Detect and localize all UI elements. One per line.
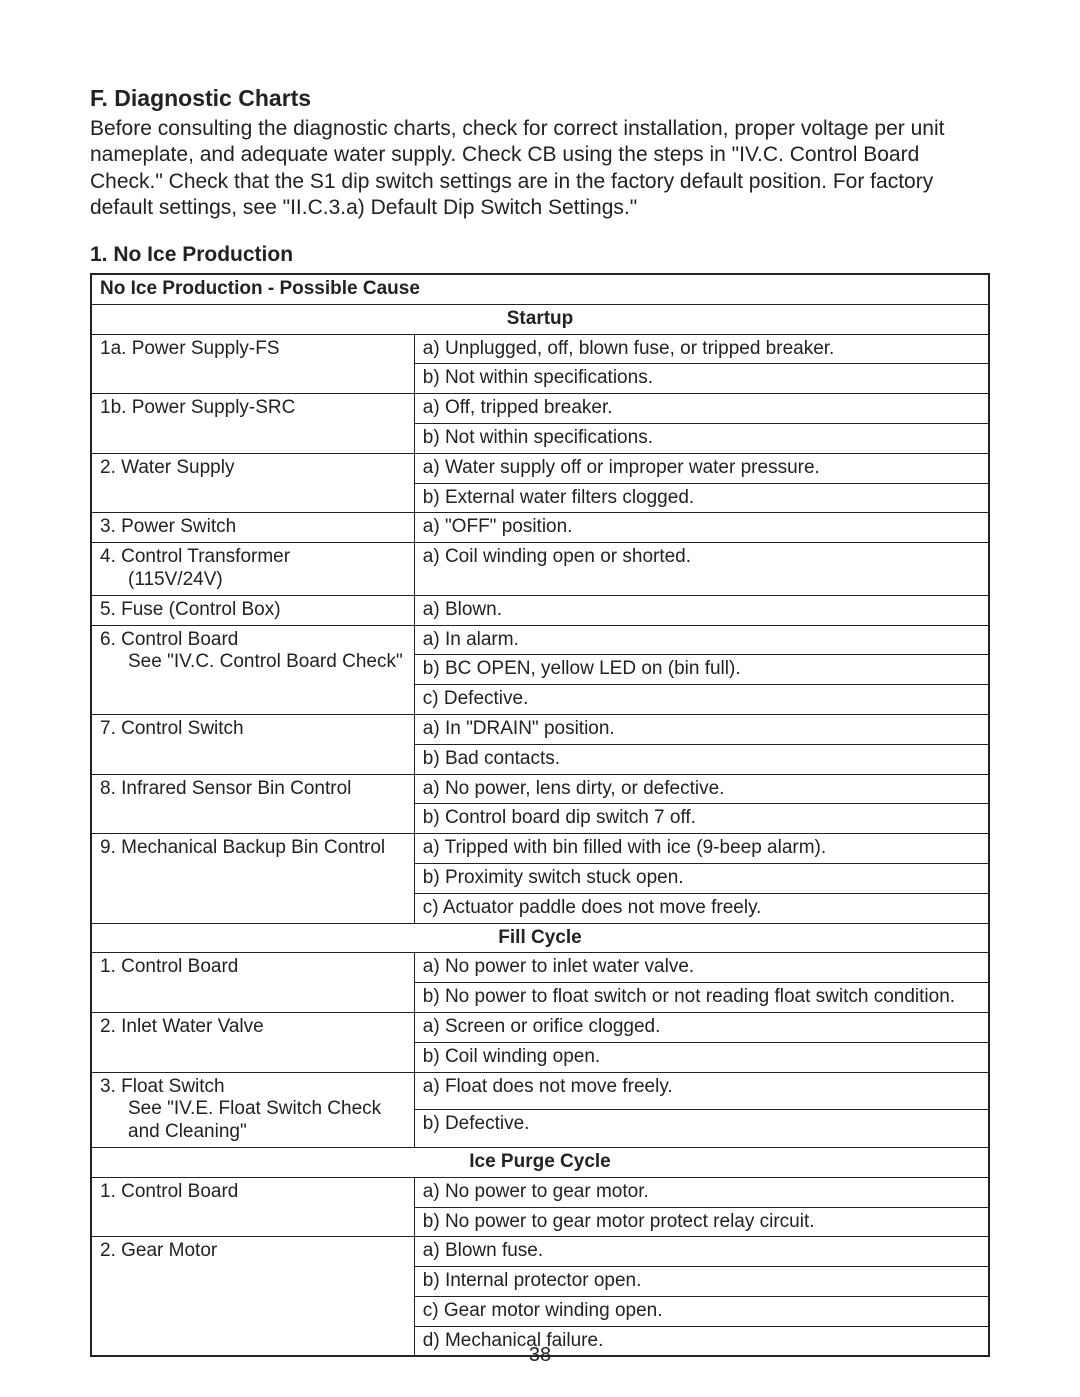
table-row: Ice Purge Cycle (91, 1147, 989, 1177)
cause-detail: b) Control board dip switch 7 off. (414, 804, 989, 834)
cause-label: 5. Fuse (Control Box) (91, 595, 414, 625)
cause-detail: a) Unplugged, off, blown fuse, or trippe… (414, 334, 989, 364)
cause-detail: b) Defective. (414, 1110, 989, 1148)
cause-detail: a) In alarm. (414, 625, 989, 655)
cause-detail: c) Defective. (414, 685, 989, 715)
cause-detail: a) Coil winding open or shorted. (414, 543, 989, 596)
table-row: Fill Cycle (91, 923, 989, 953)
cause-detail: b) Coil winding open. (414, 1042, 989, 1072)
cause-detail: b) Not within specifications. (414, 364, 989, 394)
cause-detail: b) Bad contacts. (414, 744, 989, 774)
table-row: 1. Control Boarda) No power to inlet wat… (91, 953, 989, 983)
table-row: 2. Gear Motora) Blown fuse. (91, 1237, 989, 1267)
table-row: 2. Water Supplya) Water supply off or im… (91, 453, 989, 483)
cause-detail: a) Blown. (414, 595, 989, 625)
table-row: No Ice Production - Possible Cause (91, 274, 989, 304)
table-row: 7. Control Switcha) In "DRAIN" position. (91, 714, 989, 744)
section-header: Ice Purge Cycle (91, 1147, 989, 1177)
cause-label: 1. Control Board (91, 953, 414, 1013)
cause-label: 9. Mechanical Backup Bin Control (91, 834, 414, 923)
cause-detail: b) External water filters clogged. (414, 483, 989, 513)
cause-label: 8. Infrared Sensor Bin Control (91, 774, 414, 834)
section-header: Startup (91, 304, 989, 334)
table-row: 1a. Power Supply-FSa) Unplugged, off, bl… (91, 334, 989, 364)
table-row: 6. Control BoardSee "IV.C. Control Board… (91, 625, 989, 655)
table-row: 2. Inlet Water Valvea) Screen or orifice… (91, 1012, 989, 1042)
table-row: Startup (91, 304, 989, 334)
table-row: 9. Mechanical Backup Bin Controla) Tripp… (91, 834, 989, 864)
main-heading: F. Diagnostic Charts (90, 85, 990, 112)
cause-label: 3. Power Switch (91, 513, 414, 543)
cause-detail: a) Blown fuse. (414, 1237, 989, 1267)
cause-label: 2. Gear Motor (91, 1237, 414, 1357)
table-row: 1b. Power Supply-SRCa) Off, tripped brea… (91, 394, 989, 424)
document-page: F. Diagnostic Charts Before consulting t… (0, 0, 1080, 1397)
cause-detail: a) Float does not move freely. (414, 1072, 989, 1110)
cause-detail: a) Off, tripped breaker. (414, 394, 989, 424)
cause-detail: a) Screen or orifice clogged. (414, 1012, 989, 1042)
cause-detail: a) In "DRAIN" position. (414, 714, 989, 744)
table-row: 8. Infrared Sensor Bin Controla) No powe… (91, 774, 989, 804)
intro-paragraph: Before consulting the diagnostic charts,… (90, 116, 990, 221)
cause-label: 2. Inlet Water Valve (91, 1012, 414, 1072)
cause-detail: c) Gear motor winding open. (414, 1296, 989, 1326)
cause-detail: a) No power to inlet water valve. (414, 953, 989, 983)
table-row: 3. Float SwitchSee "IV.E. Float Switch C… (91, 1072, 989, 1110)
cause-label: 6. Control BoardSee "IV.C. Control Board… (91, 625, 414, 714)
cause-detail: a) Water supply off or improper water pr… (414, 453, 989, 483)
cause-label: 1. Control Board (91, 1177, 414, 1237)
table-row: 4. Control Transformer(115V/24V)a) Coil … (91, 543, 989, 596)
cause-detail: a) "OFF" position. (414, 513, 989, 543)
cause-label: 2. Water Supply (91, 453, 414, 513)
table-row: 1. Control Boarda) No power to gear moto… (91, 1177, 989, 1207)
cause-label: 4. Control Transformer(115V/24V) (91, 543, 414, 596)
table-title: No Ice Production - Possible Cause (91, 274, 989, 304)
cause-label: 1a. Power Supply-FS (91, 334, 414, 394)
cause-detail: b) BC OPEN, yellow LED on (bin full). (414, 655, 989, 685)
cause-label: 1b. Power Supply-SRC (91, 394, 414, 454)
cause-detail: a) No power to gear motor. (414, 1177, 989, 1207)
table-row: 5. Fuse (Control Box)a) Blown. (91, 595, 989, 625)
diagnostic-table: No Ice Production - Possible CauseStartu… (90, 273, 990, 1357)
cause-detail: c) Actuator paddle does not move freely. (414, 893, 989, 923)
table-row: 3. Power Switcha) "OFF" position. (91, 513, 989, 543)
cause-detail: b) Internal protector open. (414, 1267, 989, 1297)
page-number: 38 (0, 1344, 1080, 1367)
cause-detail: b) Not within specifications. (414, 423, 989, 453)
cause-label: 7. Control Switch (91, 714, 414, 774)
sub-heading: 1. No Ice Production (90, 243, 990, 267)
cause-detail: b) No power to float switch or not readi… (414, 983, 989, 1013)
cause-label: 3. Float SwitchSee "IV.E. Float Switch C… (91, 1072, 414, 1147)
cause-detail: b) Proximity switch stuck open. (414, 863, 989, 893)
cause-detail: b) No power to gear motor protect relay … (414, 1207, 989, 1237)
cause-detail: a) Tripped with bin filled with ice (9-b… (414, 834, 989, 864)
cause-detail: a) No power, lens dirty, or defective. (414, 774, 989, 804)
section-header: Fill Cycle (91, 923, 989, 953)
